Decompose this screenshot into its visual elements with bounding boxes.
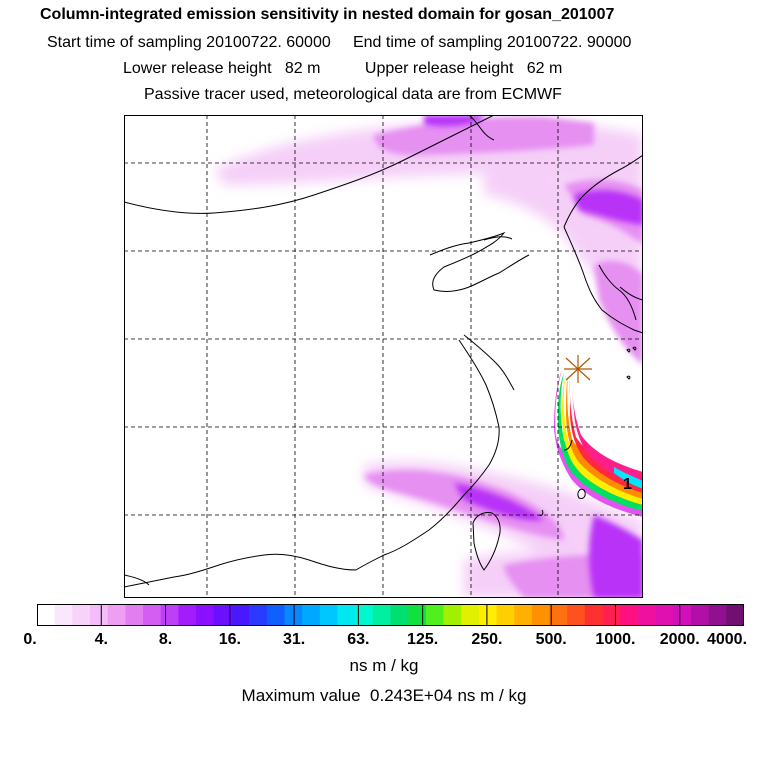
colorbar-swatch [37, 604, 56, 626]
colorbar-swatch [443, 604, 462, 626]
release-heights: Lower release height 82 m Upper release … [123, 60, 563, 77]
colorbar-swatch [620, 604, 639, 626]
colorbar-swatch [90, 604, 109, 626]
colorbar-tick-label: 2000. [659, 631, 700, 648]
colorbar-swatch [54, 604, 73, 626]
colorbar-swatch [72, 604, 91, 626]
colorbar-swatch [690, 604, 710, 626]
sampling-times: Start time of sampling 20100722. 60000 E… [47, 34, 632, 51]
sensitivity-field-violet [424, 115, 643, 598]
figure-title: Column-integrated emission sensitivity i… [40, 6, 615, 23]
colorbar-swatch [143, 604, 162, 626]
colorbar-swatch [231, 604, 250, 626]
colorbar-tick-label: 4. [94, 631, 108, 648]
colorbar-swatch [708, 604, 727, 626]
map-frame [124, 115, 643, 598]
colorbar-swatch [196, 604, 215, 626]
colorbar-tick-label: 0. [23, 631, 37, 648]
colorbar-swatch [655, 604, 674, 626]
colorbar-swatch [284, 604, 303, 626]
colorbar-swatch [302, 604, 321, 626]
colorbar-swatch [584, 604, 604, 626]
colorbar-units: ns m / kg [349, 656, 419, 675]
colorbar-swatch [390, 604, 409, 626]
colorbar-swatch [266, 604, 285, 626]
colorbar-tick-label: 16. [218, 631, 241, 648]
colorbar [37, 604, 744, 626]
colorbar-swatch [160, 604, 179, 626]
colorbar-swatch [531, 604, 551, 626]
plume-core [554, 370, 643, 517]
colorbar-swatch [673, 604, 692, 626]
colorbar-swatch [372, 604, 391, 626]
colorbar-swatch [478, 604, 498, 626]
colorbar-tick-label: 250. [471, 631, 503, 648]
colorbar-tick-label: 1000. [595, 631, 636, 648]
emission-sensitivity-map: 1 [124, 115, 643, 598]
colorbar-tick-label: 8. [158, 631, 173, 648]
colorbar-tick-label: 63. [347, 631, 370, 648]
maximum-value: Maximum value 0.243E+04 ns m / kg [241, 686, 527, 705]
colorbar-swatch [567, 604, 586, 626]
colorbar-frame [37, 604, 744, 626]
colorbar-tick-label: 500. [535, 631, 567, 648]
colorbar-swatch [425, 604, 445, 626]
colorbar-swatch [107, 604, 126, 626]
colorbar-swatch [461, 604, 480, 626]
colorbar-swatch [125, 604, 144, 626]
colorbar-tick-label: 31. [282, 631, 306, 648]
colorbar-swatch [249, 604, 268, 626]
release-site-marker [564, 355, 592, 383]
colorbar-swatch [514, 604, 533, 626]
colorbar-swatch [213, 604, 232, 626]
graticule [124, 115, 643, 598]
colorbar-swatch [355, 604, 374, 626]
colorbar-swatch [726, 604, 744, 626]
colorbar-swatch [319, 604, 338, 626]
colorbar-swatch [178, 604, 197, 626]
colorbar-swatch [496, 604, 515, 626]
colorbar-tick-label: 125. [407, 631, 439, 648]
colorbar-swatch [408, 604, 427, 626]
colorbar-swatch [637, 604, 657, 626]
station-number-label: 1 [623, 476, 632, 493]
data-source-note: Passive tracer used, meteorological data… [144, 86, 562, 103]
colorbar-tick-label: 4000. [706, 631, 748, 648]
colorbar-swatch [549, 604, 568, 626]
colorbar-swatch [337, 604, 356, 626]
colorbar-swatch [602, 604, 621, 626]
